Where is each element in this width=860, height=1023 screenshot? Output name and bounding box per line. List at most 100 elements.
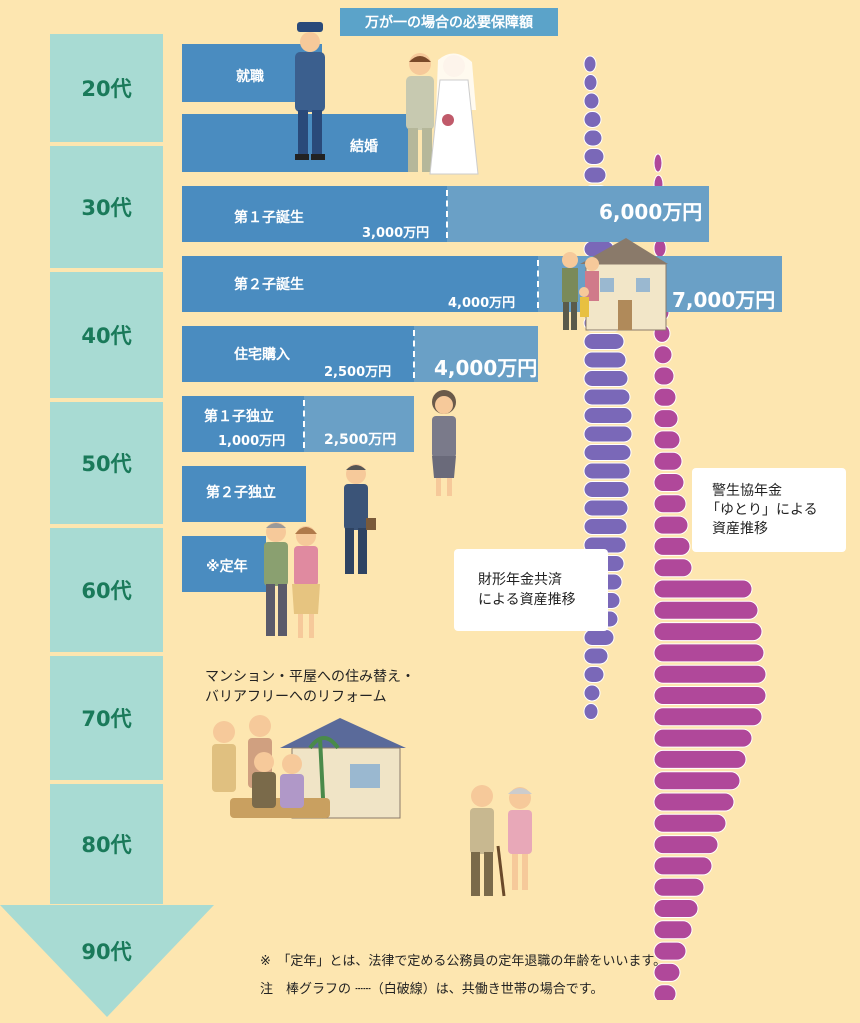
purple-coin (583, 333, 625, 350)
bar-retirement: ※定年 (182, 536, 266, 592)
bar-house-dual: 4,000万円 (414, 326, 538, 382)
pink-coin (653, 686, 767, 705)
note-zaikei: 財形年金共済 による資産推移 (454, 549, 608, 631)
purple-coin (583, 388, 631, 406)
pink-coin (653, 749, 747, 769)
police-officer-illustration (295, 22, 325, 160)
purple-coin (583, 444, 632, 461)
retired-couple-illustration (264, 522, 320, 638)
note-keisei: 警生協年金 「ゆとり」による 資産推移 (692, 468, 846, 552)
amount-first-independence-dual: 2,500万円 (324, 432, 397, 448)
pink-coin (653, 877, 705, 897)
bar-first-independence: 第１子独立 1,000万円 (182, 396, 304, 452)
age-label-70s: 70代 (50, 656, 163, 780)
purple-coin (583, 111, 602, 128)
amount-house-dual: 4,000万円 (434, 356, 538, 380)
pink-coin (653, 473, 685, 492)
pink-coin (653, 962, 681, 982)
event-retirement: ※定年 (206, 559, 248, 575)
dashed-line (303, 400, 305, 448)
pink-coin (653, 856, 713, 876)
dashed-line (446, 190, 448, 238)
note-zaikei-line2: による資産推移 (478, 592, 576, 608)
bar-first-child: 第１子誕生 3,000万円 (182, 186, 447, 242)
age-arrow-90s (0, 905, 214, 1017)
pink-coin (653, 899, 699, 918)
amount-second-child-dual: 7,000万円 (672, 288, 776, 312)
bar-house: 住宅購入 2,500万円 (182, 326, 414, 382)
keisei-asset-chart (653, 153, 767, 1000)
purple-coin (583, 55, 597, 73)
pink-coin (653, 941, 687, 961)
pink-coin (653, 536, 691, 556)
note-keisei-line1: 警生協年金 (712, 483, 782, 499)
pink-coin (653, 728, 753, 748)
purple-coin (583, 92, 600, 110)
pink-coin (653, 664, 767, 684)
note-zaikei-line1: 財形年金共済 (478, 572, 562, 588)
age-label-40s: 40代 (50, 272, 163, 398)
purple-coin (583, 74, 598, 91)
purple-coin (583, 129, 603, 147)
purple-coin (583, 684, 601, 702)
purple-coin (583, 351, 627, 369)
reform-text-line2: バリアフリーへのリフォーム (205, 689, 387, 705)
purple-coin (583, 629, 615, 646)
pink-coin (653, 345, 673, 365)
age-label-80s: 80代 (50, 784, 163, 904)
purple-coin (583, 666, 605, 683)
purple-coin (583, 518, 628, 535)
purple-coin (583, 407, 633, 424)
pink-coin (653, 984, 677, 1000)
amount-second-child: 4,000万円 (448, 296, 516, 311)
amount-first-child-dual: 6,000万円 (599, 200, 703, 224)
pink-coin (653, 579, 753, 599)
purple-coin (583, 481, 630, 498)
event-first-independence: 第１子独立 (204, 409, 274, 425)
dashed-line (413, 330, 415, 378)
age-label-90s: 90代 (81, 940, 132, 964)
pink-coin (653, 622, 763, 642)
pink-coin (653, 409, 679, 429)
footnote-dashed-line: 注 棒グラフの ┄┄（白破線）は、共働き世帯の場合です。 (260, 982, 604, 997)
pink-coin (653, 558, 693, 578)
zaikei-asset-chart (583, 55, 633, 720)
amount-first-independence: 1,000万円 (218, 434, 286, 449)
pink-coin (653, 430, 681, 450)
pink-coin (653, 792, 735, 812)
pink-coin (653, 813, 727, 833)
purple-coin (583, 703, 599, 720)
event-marriage: 結婚 (350, 139, 378, 155)
age-label-30s: 30代 (50, 146, 163, 268)
amount-first-child: 3,000万円 (362, 226, 430, 241)
pink-coin (653, 387, 677, 407)
amount-house: 2,500万円 (324, 365, 392, 380)
note-keisei-line3: 資産推移 (712, 521, 768, 537)
woman-office-illustration (432, 390, 456, 496)
age-label-60s: 60代 (50, 528, 163, 652)
pink-coin (653, 366, 675, 386)
family-house-illustration (562, 238, 668, 331)
extended-family-house-illustration (212, 715, 406, 819)
purple-coin (583, 425, 633, 443)
bar-second-child: 第２子誕生 4,000万円 (182, 256, 538, 312)
purple-coin (583, 647, 609, 665)
wedding-couple-illustration (406, 53, 479, 175)
pink-coin (653, 707, 763, 727)
event-second-child: 第２子誕生 (234, 277, 304, 293)
age-label-20s: 20代 (50, 34, 163, 142)
event-second-independence: 第２子独立 (206, 485, 276, 501)
pink-coin (653, 451, 683, 471)
pink-coin (653, 920, 693, 940)
pink-coin (653, 153, 663, 173)
age-label-50s: 50代 (50, 402, 163, 524)
bar-first-child-dual: 6,000万円 (447, 186, 709, 242)
bar-second-independence: 第２子独立 (182, 466, 306, 522)
note-keisei-line2: 「ゆとり」による (706, 502, 818, 518)
pink-coin (653, 643, 765, 663)
purple-coin (583, 166, 607, 184)
event-employment: 就職 (236, 69, 264, 85)
pink-coin (653, 494, 687, 514)
dashed-line (537, 260, 539, 308)
reform-text-line1: マンション・平屋への住み替え・ (205, 669, 415, 685)
